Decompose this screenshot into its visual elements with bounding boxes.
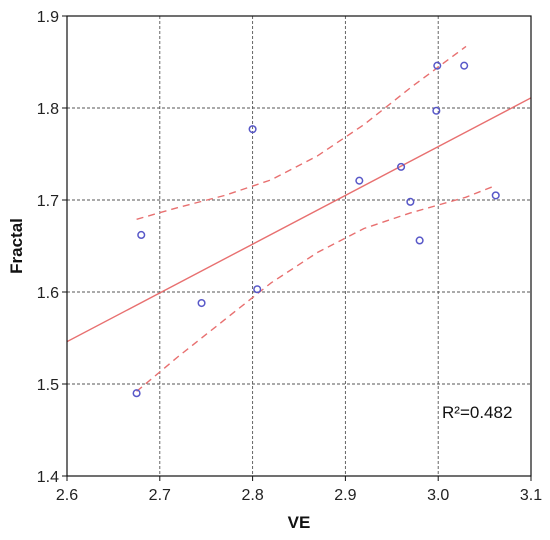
x-axis-title: VE [288, 513, 311, 532]
data-point [460, 61, 469, 70]
data-point [491, 191, 500, 200]
data-point [132, 389, 141, 398]
x-tick-label: 3.0 [427, 487, 449, 504]
y-tick-label: 1.9 [37, 9, 59, 26]
data-points [132, 61, 500, 398]
data-point [253, 285, 262, 294]
fit-line [67, 97, 531, 343]
data-point [355, 176, 364, 185]
x-axis-ticks: 2.6 2.7 2.8 2.9 3.0 3.1 [56, 476, 542, 504]
regression-fit [67, 97, 531, 343]
data-point [406, 197, 415, 206]
y-tick-label: 1.6 [37, 285, 59, 302]
confidence-bands [136, 45, 495, 392]
plot-background [67, 16, 531, 476]
x-tick-label: 2.6 [56, 487, 78, 504]
data-point [197, 298, 206, 308]
data-point [248, 125, 257, 134]
r-squared-annotation: R²=0.482 [442, 403, 512, 422]
x-tick-label: 2.8 [241, 487, 263, 504]
y-axis-ticks: 1.4 1.5 1.6 1.7 1.8 1.9 [37, 9, 67, 486]
y-tick-label: 1.5 [37, 377, 59, 394]
x-tick-label: 2.7 [149, 487, 171, 504]
y-tick-label: 1.4 [37, 469, 59, 486]
y-axis-title: Fractal [7, 218, 26, 274]
y-tick-label: 1.8 [37, 101, 59, 118]
ci-lower-curve [136, 185, 495, 392]
data-point [415, 236, 424, 245]
plot-frame [66, 15, 532, 477]
y-tick-label: 1.7 [37, 193, 59, 210]
ci-upper-curve [136, 45, 467, 220]
x-tick-label: 3.1 [520, 487, 542, 504]
data-point [432, 106, 441, 115]
data-point [397, 162, 406, 171]
data-point [433, 61, 442, 70]
data-point [137, 230, 146, 240]
x-tick-label: 2.9 [334, 487, 356, 504]
